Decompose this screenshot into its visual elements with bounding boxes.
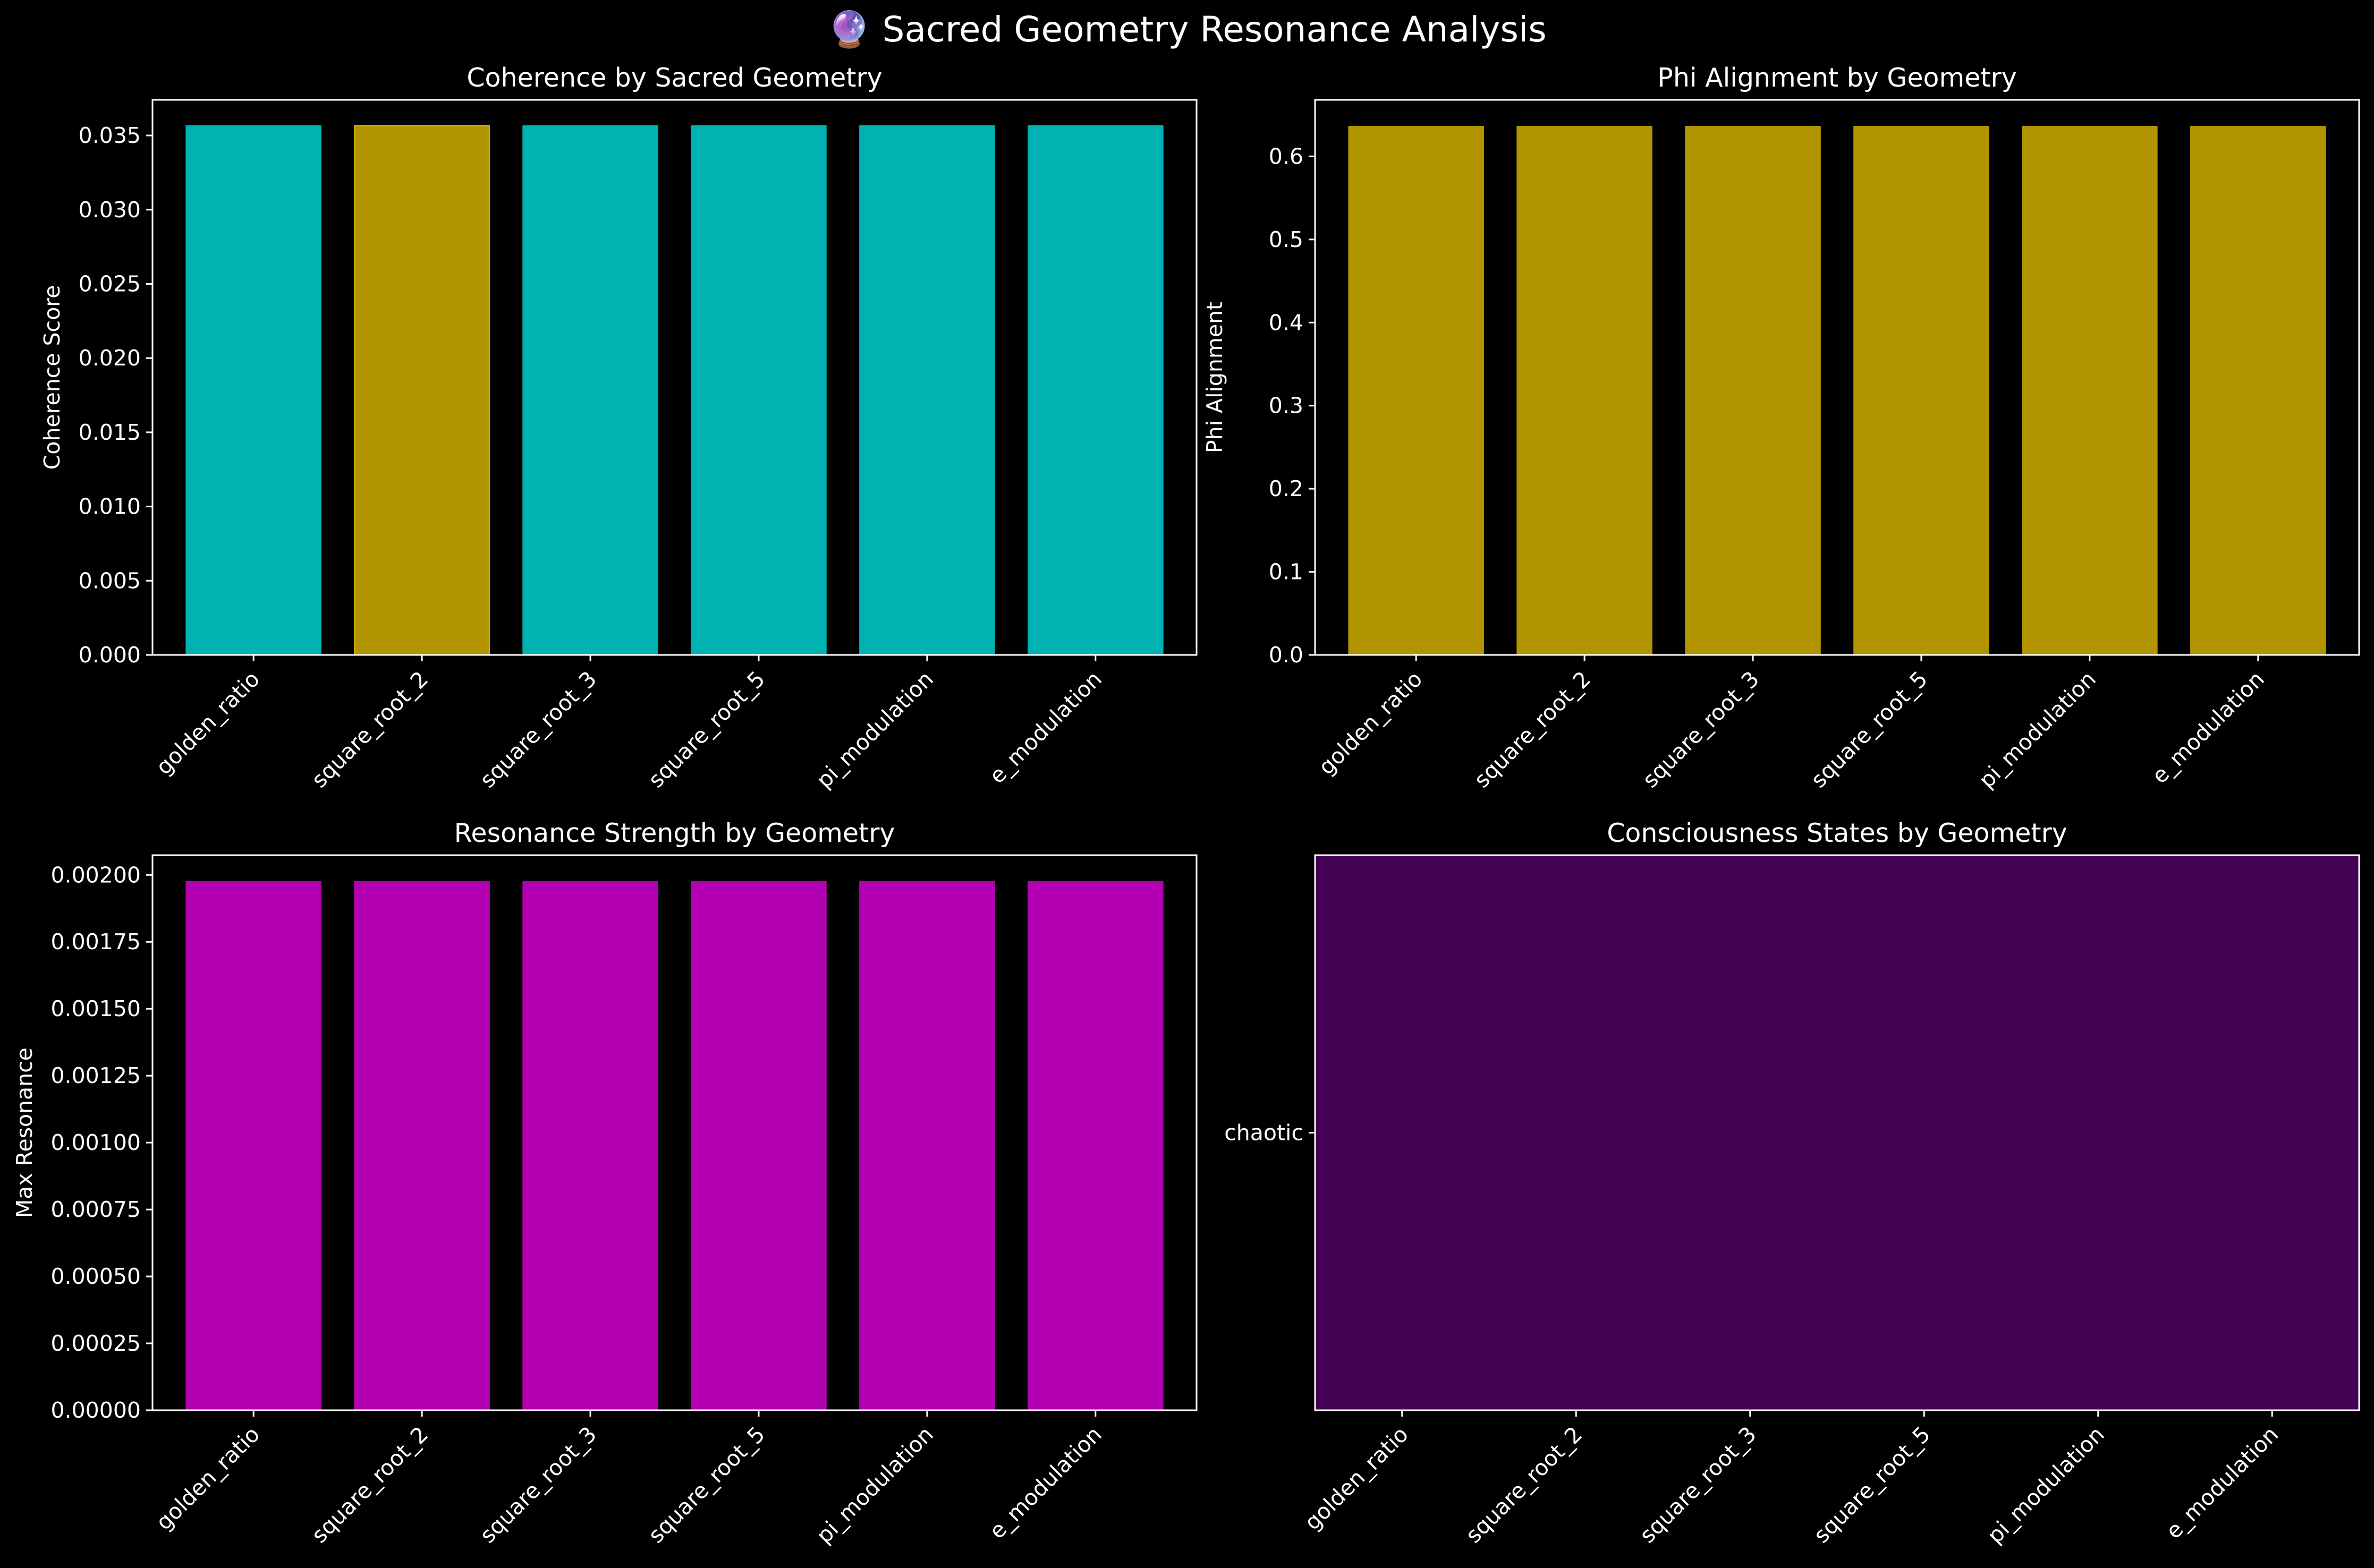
y-axis-title: Max Resonance	[12, 1047, 37, 1218]
chart-title: Coherence by Sacred Geometry	[467, 63, 882, 93]
y-tick-label-3: 0.015	[79, 420, 141, 445]
y-tick-label-6: 0.00150	[50, 996, 141, 1021]
consciousness-states-heatmap: Consciousness States by Geometrygolden_r…	[1224, 818, 2360, 1548]
chart-title: Consciousness States by Geometry	[1607, 818, 2067, 848]
bar-square-root-3	[522, 125, 658, 656]
heatmap-cell-golden-ratio	[1315, 855, 1489, 1411]
chart-title: Resonance Strength by Geometry	[454, 818, 895, 848]
bar-pi-modulation	[859, 881, 995, 1411]
y-axis-title: Phi Alignment	[1202, 302, 1227, 453]
y-tick-label-7: 0.035	[79, 123, 141, 148]
bar-golden-ratio	[1348, 126, 1484, 655]
bar-square-root-2	[354, 125, 490, 655]
bar-square-root-5	[691, 125, 827, 656]
plot-frame	[1314, 99, 2360, 656]
heatmap-cell-square-root-2	[1489, 855, 1664, 1411]
y-tick-label-1: 0.1	[1269, 559, 1303, 585]
y-tick-label-7: 0.00175	[50, 929, 141, 955]
bar-e-modulation	[2190, 126, 2326, 655]
y-tick-label-2: 0.00050	[50, 1264, 141, 1289]
y-axis-title: Coherence Score	[39, 285, 65, 470]
y-tick-label-0: chaotic	[1224, 1120, 1303, 1146]
heatmap-cell-e-modulation	[2185, 855, 2360, 1411]
y-tick-label-1: 0.005	[79, 568, 141, 593]
plot-frame	[1314, 854, 2360, 1411]
y-tick-label-0: 0.00000	[50, 1397, 141, 1423]
bar-square-root-2	[354, 881, 490, 1411]
bar-square-root-5	[691, 881, 827, 1411]
y-tick-label-0: 0.000	[79, 642, 141, 668]
y-tick-label-8: 0.00200	[50, 862, 141, 888]
bar-square-root-2	[1516, 126, 1652, 655]
y-tick-label-2: 0.010	[79, 494, 141, 519]
bar-golden-ratio	[185, 881, 321, 1411]
y-tick-label-5: 0.00125	[50, 1063, 141, 1088]
y-tick-label-5: 0.025	[79, 271, 141, 296]
bar-square-root-5	[1853, 126, 1989, 655]
heatmap-cell-square-root-3	[1663, 855, 1837, 1411]
y-tick-label-5: 0.5	[1269, 227, 1303, 252]
heatmap-cell-pi-modulation	[2011, 855, 2185, 1411]
bar-square-root-3	[1685, 126, 1821, 655]
bar-pi-modulation	[2022, 126, 2158, 655]
y-tick-label-3: 0.00075	[50, 1197, 141, 1222]
figure-title: 🔮 Sacred Geometry Resonance Analysis	[827, 9, 1546, 50]
y-tick-label-0: 0.0	[1269, 642, 1303, 668]
bar-golden-ratio	[185, 125, 321, 656]
heatmap-cell-square-root-5	[1837, 855, 2012, 1411]
y-tick-label-6: 0.6	[1269, 143, 1303, 169]
y-tick-label-4: 0.020	[79, 345, 141, 371]
y-tick-label-4: 0.00100	[50, 1130, 141, 1155]
y-tick-label-1: 0.00025	[50, 1331, 141, 1356]
bar-e-modulation	[1028, 881, 1164, 1411]
bar-square-root-3	[522, 881, 658, 1411]
plot-frame	[151, 99, 1198, 656]
bar-pi-modulation	[859, 125, 995, 656]
y-tick-label-2: 0.2	[1269, 476, 1303, 501]
chart-title: Phi Alignment by Geometry	[1657, 63, 2016, 93]
y-tick-label-3: 0.3	[1269, 393, 1303, 419]
plot-frame	[151, 854, 1198, 1411]
y-tick-label-6: 0.030	[79, 197, 141, 223]
y-tick-label-4: 0.4	[1269, 310, 1303, 335]
bar-e-modulation	[1028, 125, 1164, 656]
